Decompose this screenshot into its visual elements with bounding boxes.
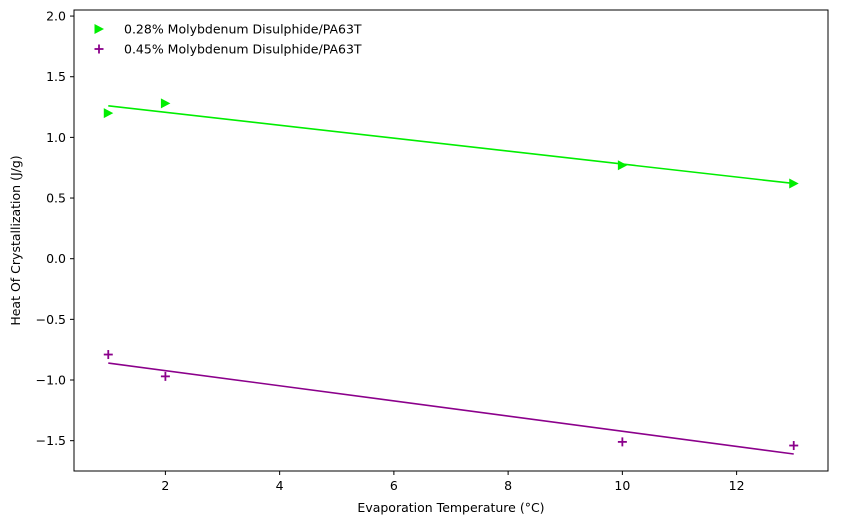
series-2 [103,350,799,455]
data-point [160,371,170,381]
y-tick-label: 0.0 [46,251,66,266]
data-point [94,44,104,54]
data-point [160,98,171,109]
x-tick-label: 6 [390,478,398,493]
y-tick-label: 2.0 [46,9,66,24]
data-point [617,160,628,171]
x-tick-label: 12 [729,478,745,493]
data-point [103,350,113,360]
y-tick-label: 1.0 [46,130,66,145]
data-point [617,437,627,447]
legend-label: 0.45% Molybdenum Disulphide/PA63T [124,42,362,57]
x-tick-label: 2 [161,478,169,493]
x-tick-label: 8 [504,478,512,493]
legend: 0.28% Molybdenum Disulphide/PA63T 0.45% M… [94,22,362,57]
y-tick-label: −0.5 [36,312,66,327]
fit-line [108,105,794,185]
plot-layer [103,98,799,455]
x-tick-label: 10 [614,478,630,493]
legend-item: 0.28% Molybdenum Disulphide/PA63T [94,22,362,37]
legend-label: 0.28% Molybdenum Disulphide/PA63T [124,22,362,37]
fit-line [108,362,794,455]
y-tick-label: 0.5 [46,191,66,206]
y-tick-label: 1.5 [46,69,66,84]
y-tick-label: −1.0 [36,373,66,388]
series-1 [103,98,799,189]
x-axis-label: Evaporation Temperature (°C) [357,500,544,515]
plot-frame [73,9,829,472]
legend-item: 0.45% Molybdenum Disulphide/PA63T [94,42,362,57]
data-point [94,24,104,34]
x-tick-label: 4 [276,478,284,493]
y-tick-label: −1.5 [36,433,66,448]
ticks-layer: 2 4 6 8 10 12 −1.5 −1.0 −0.5 0.0 0.5 1.0 1.5 2.0 [36,9,745,493]
y-axis-label: Heat Of Crystallization (J/g) [8,155,23,325]
data-point [789,441,799,451]
data-point [103,108,114,119]
data-point [789,178,799,189]
